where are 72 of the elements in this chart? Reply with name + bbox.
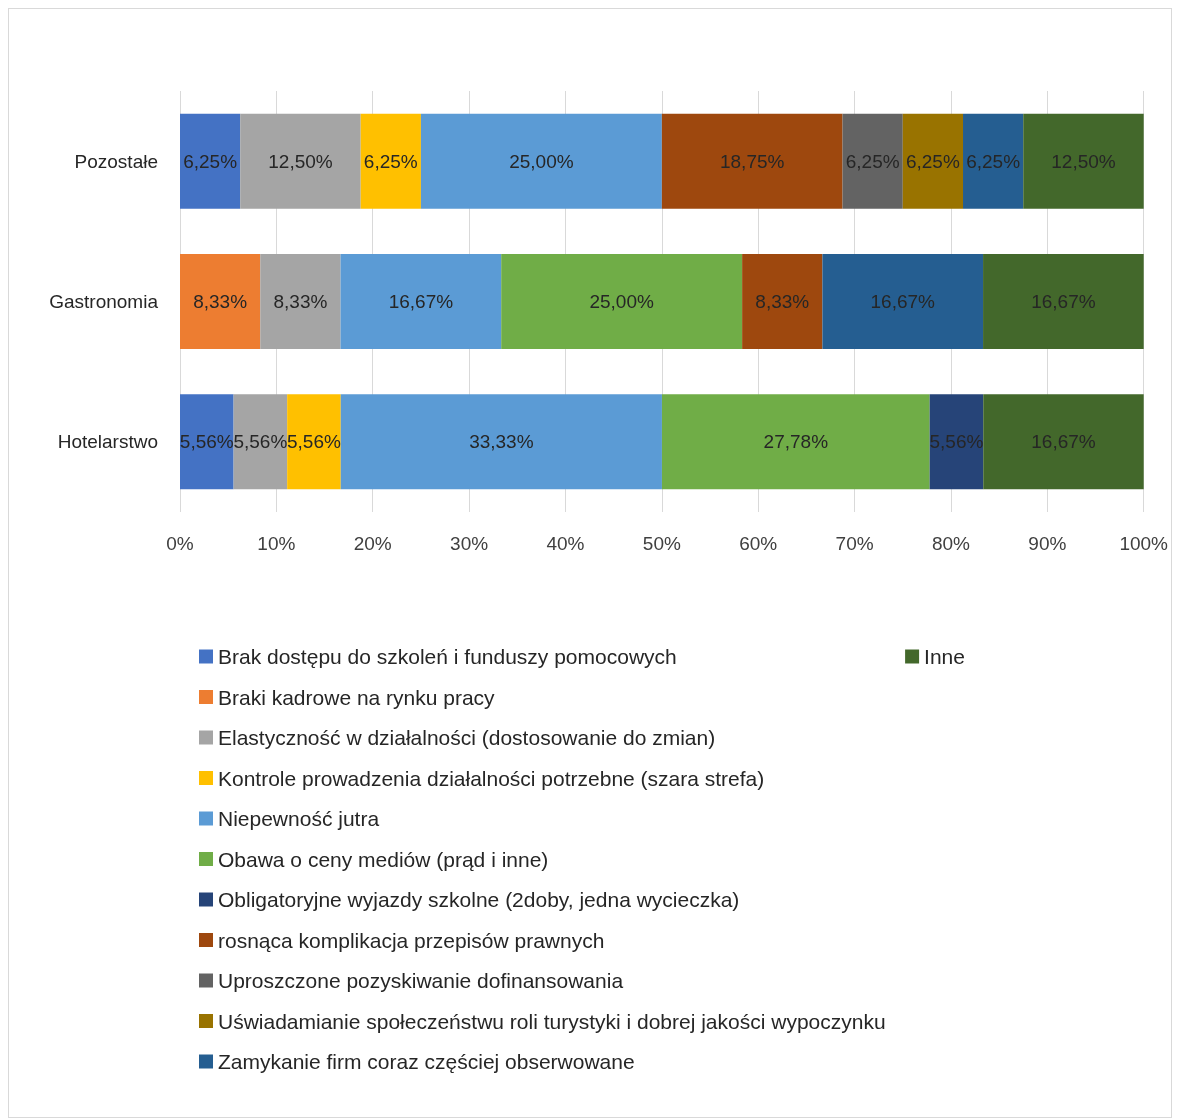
- y-tick-label: Pozostałe: [74, 150, 158, 172]
- y-tick-label: Hotelarstwo: [57, 431, 158, 453]
- bar: [1023, 113, 1144, 209]
- x-tick-label: 40%: [546, 533, 585, 554]
- legend-label: Inne: [924, 645, 965, 668]
- legend-label: Uświadamianie społeczeństwu roli turystyki i dobrej jakości wypoczynku: [218, 1009, 886, 1033]
- data-label: 18,75%: [719, 150, 785, 172]
- bar: [233, 394, 288, 490]
- data-label: 5,56%: [233, 431, 288, 453]
- data-label: 8,33%: [755, 291, 810, 312]
- data-label: 5,56%: [287, 431, 341, 453]
- bar: [842, 113, 903, 209]
- bar: [929, 394, 984, 490]
- data-label: 8,33%: [193, 291, 248, 312]
- bar: [260, 254, 341, 349]
- bar: [420, 113, 662, 209]
- data-label: 27,78%: [763, 431, 829, 453]
- y-tick-label: Gastronomia: [49, 291, 159, 312]
- legend-label: Kontrole prowadzenia działalności potrzebne (szara strefa): [218, 766, 765, 790]
- bar: [822, 254, 984, 349]
- data-label: 6,25%: [905, 150, 960, 172]
- bar: [742, 254, 823, 349]
- x-tick-label: 30%: [450, 533, 489, 554]
- data-label: 33,33%: [469, 431, 534, 453]
- bar: [180, 394, 234, 490]
- bar: [902, 113, 964, 209]
- data-label: 25,00%: [589, 291, 654, 312]
- data-label: 8,33%: [273, 291, 328, 312]
- data-label: 6,25%: [183, 150, 238, 172]
- x-tick-label: 60%: [739, 533, 778, 554]
- x-tick-label: 10%: [257, 533, 296, 554]
- data-label: 5,56%: [179, 431, 234, 453]
- bar: [340, 254, 502, 349]
- legend-label: Brak dostępu do szkoleń i funduszy pomocowych: [218, 645, 677, 668]
- data-label: 16,67%: [870, 291, 936, 312]
- data-label: 16,67%: [1031, 431, 1096, 453]
- data-label: 6,25%: [363, 150, 418, 172]
- x-tick-label: 90%: [1028, 533, 1067, 554]
- legend-label: Zamykanie firm coraz częściej obserwowane: [218, 1050, 635, 1073]
- x-tick-label: 0%: [166, 533, 194, 554]
- x-tick-label: 50%: [642, 533, 681, 554]
- data-label: 6,25%: [966, 150, 1021, 172]
- bar: [983, 394, 1144, 490]
- x-tick-label: 20%: [353, 533, 392, 554]
- data-label: 6,25%: [845, 150, 900, 172]
- data-label: 5,56%: [929, 431, 984, 453]
- bar: [501, 254, 743, 349]
- data-label: 25,00%: [509, 150, 574, 172]
- data-label: 16,67%: [1031, 291, 1096, 312]
- data-label: 16,67%: [388, 291, 454, 312]
- data-label: 12,50%: [1051, 150, 1116, 172]
- legend-label: Elastyczność w działalności (dostosowanie do zmian): [218, 726, 716, 749]
- bar: [180, 254, 261, 349]
- legend-label: Uproszczone pozyskiwanie dofinansowania: [218, 969, 624, 992]
- legend-label: Obligatoryjne wyjazdy szkolne (2doby, jedna wycieczka): [218, 888, 740, 911]
- bar: [287, 394, 341, 490]
- bar: [360, 113, 421, 209]
- x-tick-label: 80%: [931, 533, 971, 554]
- bar: [340, 394, 662, 490]
- x-tick-label: 100%: [1119, 533, 1169, 554]
- legend-label: Obawa o ceny mediów (prąd i inne): [218, 847, 549, 871]
- bar: [661, 113, 843, 209]
- bar: [240, 113, 361, 209]
- bar: [180, 113, 241, 209]
- legend-label: Braki kadrowe na rynku pracy: [218, 685, 496, 709]
- data-label: 12,50%: [268, 150, 333, 172]
- bar: [661, 394, 930, 490]
- bar: [983, 254, 1144, 349]
- bar: [963, 113, 1024, 209]
- legend-label: rosnąca komplikacja przepisów prawnych: [218, 928, 605, 952]
- x-tick-label: 70%: [835, 533, 874, 554]
- legend-label: Niepewność jutra: [218, 807, 380, 830]
